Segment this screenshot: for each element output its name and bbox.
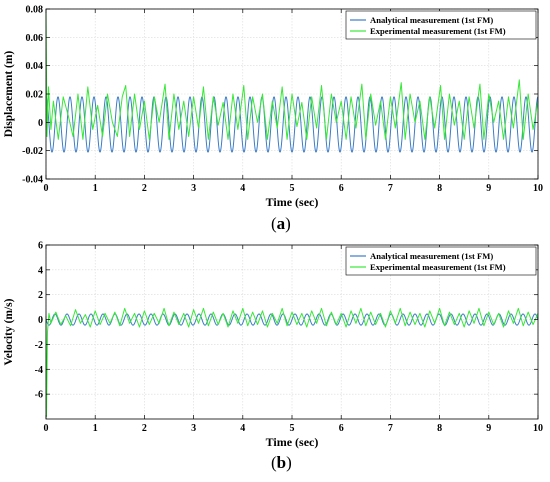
x-tick-label: 3 [191,183,196,194]
y-tick-label: 0 [38,118,43,129]
y-tick-label: -2 [35,340,43,351]
y-axis-label: Displacement (m) [3,51,15,138]
y-tick-label: -0.02 [22,146,43,157]
legend-entry: Experimental measurement (1st FM) [370,262,506,272]
x-tick-label: 10 [533,183,543,194]
x-tick-label: 7 [388,183,393,194]
legend: Analytical measurement (1st FM)Experimen… [345,246,537,276]
x-tick-label: 5 [290,183,295,194]
legend-box [345,10,537,40]
y-tick-label: -6 [35,390,43,401]
y-tick-label: 0.06 [26,33,44,44]
displacement-chart: 0 1 2 3 4 5 6 7 8 9 10 -0.04 -0.02 0 0.02 0.04 0.06 0.08 T… [3,5,543,210]
y-tick-label: -0.04 [22,175,43,186]
x-tick-label: 9 [486,423,491,434]
panel-label-b: (b) [271,453,292,472]
y-tick-label: 4 [38,265,43,276]
y-tick-label: 0.08 [26,5,44,16]
series-line-experimental [45,11,539,140]
legend-box [345,246,537,276]
x-tick-label: 6 [339,183,344,194]
x-tick-label: 1 [93,183,98,194]
x-tick-label: 2 [142,423,147,434]
x-tick-label: 8 [437,423,442,434]
x-tick-label: 3 [191,423,196,434]
x-tick-label: 4 [240,423,245,434]
x-tick-label: 10 [533,423,543,434]
x-tick-label: 4 [240,183,245,194]
x-tick-label: 0 [44,183,49,194]
series-line-analytical [45,313,539,326]
y-tick-label: 0 [38,315,43,326]
x-tick-label: 0 [44,423,49,434]
legend-entry: Analytical measurement (1st FM) [370,251,493,261]
y-tick-label: 0.04 [26,61,44,72]
y-tick-label: 6 [38,241,43,252]
legend: Analytical measurement (1st FM)Experimen… [345,10,537,40]
legend-entry: Experimental measurement (1st FM) [370,26,506,36]
x-tick-label: 8 [437,183,442,194]
panel-label-a: (a) [271,214,291,233]
x-tick-label: 2 [142,183,147,194]
y-axis-label: Velocity (m/s) [3,298,15,365]
y-tick-label: 0.02 [26,90,44,101]
x-tick-label: 7 [388,423,393,434]
y-tick-label: 2 [38,290,43,301]
y-tick-label: -4 [35,365,43,376]
x-tick-label: 6 [339,423,344,434]
series-line-experimental [45,307,539,418]
x-tick-label: 9 [486,183,491,194]
x-axis-label: Time (sec) [266,195,319,209]
x-tick-label: 1 [93,423,98,434]
x-tick-label: 5 [290,423,295,434]
legend-entry: Analytical measurement (1st FM) [370,15,493,25]
x-axis-label: Time (sec) [266,435,319,449]
velocity-chart: 0 1 2 3 4 5 6 7 8 9 10 -6 -4 -2 0 2 4 6 Time (sec) Velocity… [3,241,543,450]
